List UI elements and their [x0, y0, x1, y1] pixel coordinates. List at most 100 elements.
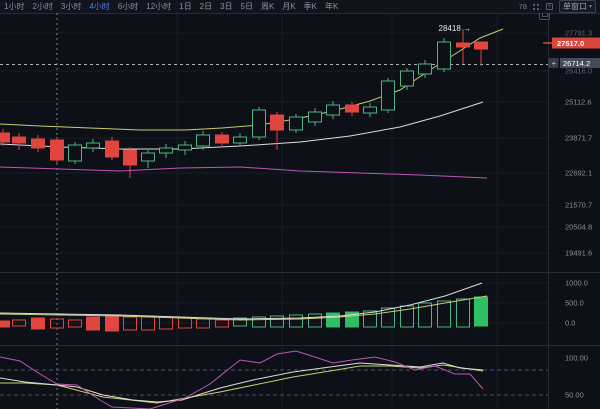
volume-bar [50, 318, 64, 329]
candle-down [215, 134, 229, 144]
candle-down [474, 41, 488, 50]
volume-bar [233, 317, 247, 327]
volume-bar [123, 316, 137, 331]
volume-bar [31, 317, 45, 330]
volume-bar [289, 314, 303, 328]
indicator-count: 78 [518, 2, 527, 11]
volume-bar [105, 314, 119, 332]
axis-price-label: 21570.7 [565, 201, 592, 210]
timeframe-item[interactable]: 4小时 [89, 2, 110, 11]
candle-down [345, 104, 359, 113]
timeframe-item[interactable]: 6小时 [117, 2, 139, 11]
candle-up [289, 116, 303, 131]
axis-price-label: 27791.3 [565, 29, 592, 38]
volume-bar [381, 307, 395, 328]
window-mode-dropdown[interactable]: 单窗口 ▾ [558, 0, 596, 13]
candle-up [68, 144, 82, 162]
candle-up [178, 144, 192, 151]
candle-up [400, 70, 414, 87]
volume-bar [363, 310, 377, 328]
candle-down [105, 140, 119, 158]
timeframe-item[interactable]: 1小时 [4, 2, 25, 11]
volume-bar [474, 296, 488, 327]
volume-bar [456, 298, 470, 328]
candle-up [159, 147, 173, 154]
timeframe-item[interactable]: 3小时 [60, 2, 82, 11]
timeframe-item[interactable]: 2日 [199, 2, 213, 11]
volume-bar [86, 316, 100, 331]
candle-up [196, 134, 210, 147]
candle-up [86, 142, 100, 149]
add-alert-button[interactable] [548, 58, 559, 68]
timeframe-item[interactable]: 季K [303, 2, 318, 11]
chevron-down-icon: ▾ [588, 3, 592, 10]
volume-ma-white [0, 282, 483, 320]
alert-price-label [560, 58, 600, 68]
axis-price-label: 22692.1 [565, 169, 592, 178]
candle-down [270, 114, 284, 131]
ma-line-magenta [0, 166, 488, 179]
volume-bar [437, 300, 451, 328]
volume-bar [68, 319, 82, 328]
candle-up [233, 136, 247, 144]
volume-bar [252, 316, 266, 328]
grid-layout-icon[interactable] [532, 3, 540, 10]
candle-up [326, 104, 340, 116]
alert-price-text: 26714.2 [563, 59, 590, 68]
axis-price-label: 19491.6 [565, 249, 592, 258]
candle-down [50, 139, 64, 161]
volume-bar [308, 313, 322, 328]
timeframe-item[interactable]: 2小时 [32, 2, 53, 11]
timeframe-item[interactable]: 年K [325, 2, 339, 11]
candle-up [308, 111, 322, 123]
timeframe-item[interactable]: 3日 [220, 2, 233, 11]
candle-up [252, 109, 266, 138]
axis-price-label: 23871.7 [565, 134, 592, 143]
axis-price-label: 0.0 [565, 319, 575, 328]
kdj-k-line [0, 362, 484, 403]
toolbar-right: 78 单窗口 ▾ [519, 0, 596, 13]
timeframe-item[interactable]: 月K [282, 2, 296, 11]
candle-up [418, 63, 432, 75]
candle-down [456, 42, 470, 48]
candle-down [31, 138, 45, 149]
axis-price-label: 20504.8 [565, 223, 592, 232]
candle-up [141, 152, 155, 162]
volume-bar [270, 315, 284, 328]
kdj-d-line [0, 364, 484, 404]
axis-price-label: 50.00 [565, 391, 584, 400]
timeframe-item[interactable]: 1日 [179, 2, 192, 11]
volume-ma-yellow [0, 295, 488, 321]
timeframe-list: 1小时 2小时 3小时 4小时 6小时 12小时 1日 2日 3日 5日 周K 月K 季K 年K [4, 0, 338, 13]
last-price-label [552, 37, 600, 49]
volume-bar [215, 319, 229, 328]
axis-price-label: 100.00 [565, 354, 588, 363]
window-mode-label: 单窗口 [562, 1, 587, 11]
kdj-j-line [0, 350, 484, 409]
axis-price-label: 1000.0 [565, 279, 588, 288]
volume-bar [12, 319, 26, 327]
high-annotation: 28418 → [439, 24, 471, 33]
candle-up [437, 41, 451, 70]
last-price-text: 27517.0 [557, 39, 584, 48]
volume-bar [0, 320, 10, 328]
volume-bar [326, 312, 340, 328]
ma-line-yellow [0, 28, 504, 131]
axis-price-label: 500.0 [565, 299, 584, 308]
candle-down [12, 136, 26, 144]
volume-bar [418, 302, 432, 328]
timeframe-item[interactable]: 12小时 [146, 2, 172, 11]
plus-icon: + [552, 59, 557, 68]
timeframe-item[interactable]: 周K [260, 2, 275, 11]
timeframe-item[interactable]: 5日 [240, 2, 253, 11]
axis-price-label: 26416.0 [565, 67, 592, 76]
axis-price-label: 25112.6 [565, 98, 592, 107]
candle-up [381, 80, 395, 111]
add-window-icon[interactable] [545, 2, 553, 11]
candle-up [363, 106, 377, 114]
candle-down [123, 149, 137, 166]
candle-down [0, 132, 10, 143]
